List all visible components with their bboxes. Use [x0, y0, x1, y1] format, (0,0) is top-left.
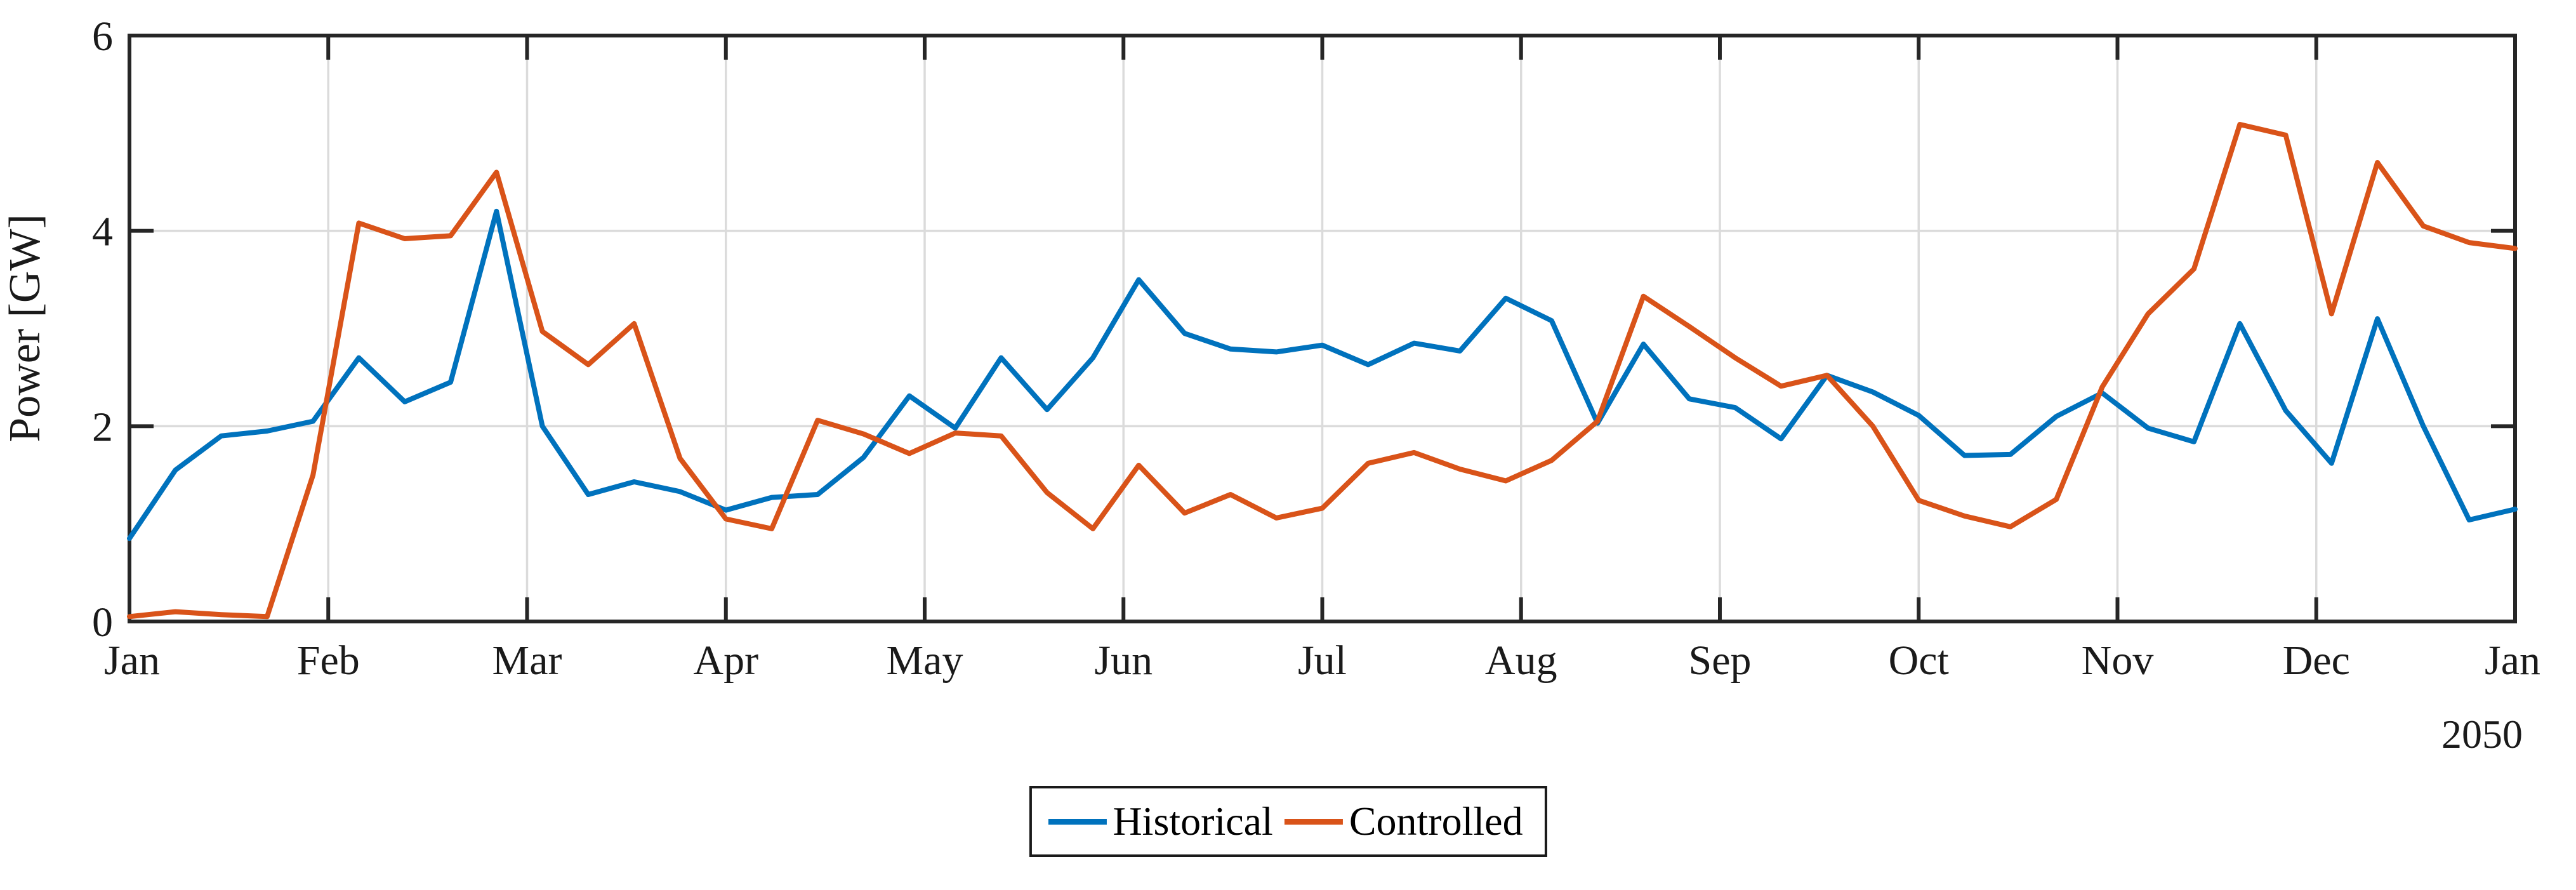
x-tick-label: Jun [1094, 637, 1153, 684]
data-series [127, 122, 2518, 620]
legend-label-historical: Historical [1113, 799, 1273, 844]
series-line-historical [127, 208, 2518, 541]
axis-ticks [128, 34, 2517, 623]
legend-item-controlled: Controlled [1284, 799, 1523, 844]
x-tick-label: Dec [2283, 637, 2350, 684]
legend-label-controlled: Controlled [1349, 799, 1523, 844]
y-tick-label: 2 [92, 404, 113, 450]
x-axis-year-label: 2050 [2441, 712, 2523, 757]
x-tick-label: May [887, 637, 963, 684]
legend: Historical Controlled [1029, 786, 1547, 857]
x-tick-label: Nov [2082, 637, 2154, 684]
x-tick-label: Oct [1889, 637, 1949, 684]
legend-item-historical: Historical [1048, 799, 1273, 844]
x-tick-label: Sep [1689, 637, 1752, 684]
gridlines [129, 36, 2515, 621]
y-tick-label: 0 [92, 599, 113, 646]
y-axis-title: Power [GW] [1, 214, 50, 442]
y-tick-label: 4 [92, 209, 113, 255]
axis-labels: Power [GW] 2050 Jan Feb Mar Apr May Jun Jul Aug… [1, 13, 2540, 757]
x-tick-label: Jan [104, 637, 160, 684]
x-tick-label: Apr [693, 637, 758, 684]
series-line-controlled [127, 122, 2518, 620]
controlled-line-swatch-icon [1284, 818, 1343, 825]
x-tick-label: Jan [2485, 637, 2540, 684]
x-tick-label: Mar [492, 637, 562, 684]
historical-line-swatch-icon [1048, 818, 1107, 825]
x-tick-label: Aug [1485, 637, 1557, 684]
x-tick-label: Feb [297, 637, 360, 684]
y-tick-label: 6 [92, 13, 113, 60]
x-tick-label: Jul [1298, 637, 1347, 684]
